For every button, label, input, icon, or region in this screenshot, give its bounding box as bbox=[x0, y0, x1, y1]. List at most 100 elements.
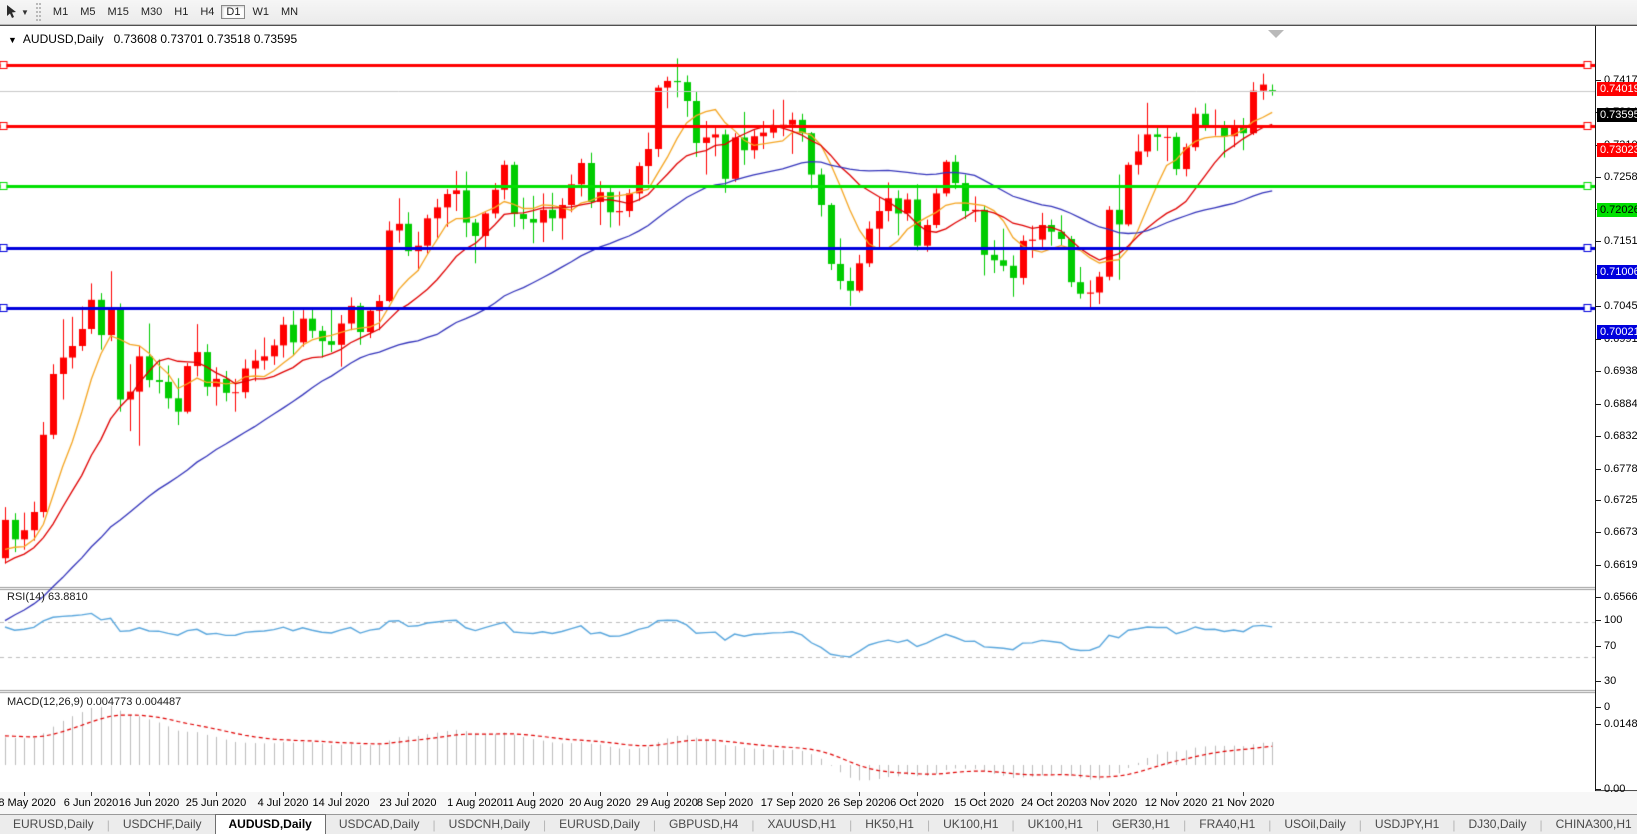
date-tick bbox=[1109, 792, 1110, 796]
price-badge-0.70021: 0.70021 bbox=[1597, 325, 1637, 339]
chart-tab-usoil-daily[interactable]: USOil,Daily bbox=[1284, 817, 1346, 831]
date-tick bbox=[24, 792, 25, 796]
price-tick-0.67255-tick bbox=[1596, 500, 1601, 501]
toolbar-grip bbox=[35, 3, 41, 21]
rsi-tick-0-label: 0 bbox=[1604, 701, 1611, 713]
price-badge-0.73023: 0.73023 bbox=[1597, 143, 1637, 157]
chart-tab-usdcnh-daily[interactable]: USDCNH,Daily bbox=[448, 817, 531, 831]
chart-tab-usdchf-daily[interactable]: USDCHF,Daily bbox=[122, 817, 202, 831]
date-label: 6 Oct 2020 bbox=[890, 797, 944, 809]
rsi-tick-70-label: 70 bbox=[1604, 640, 1617, 652]
chart-tab-xauusd-h1[interactable]: XAUUSD,H1 bbox=[767, 817, 837, 831]
macd-tick-0.014861-label: 0.014861 bbox=[1604, 718, 1637, 730]
chart-tab-dj30-daily[interactable]: DJ30,Daily bbox=[1468, 817, 1527, 831]
price-tick-0.65665-label: 0.65665 bbox=[1604, 591, 1637, 603]
date-label: 1 Aug 2020 bbox=[447, 797, 503, 809]
date-label: 17 Sep 2020 bbox=[760, 797, 824, 809]
date-label: 21 Nov 2020 bbox=[1211, 797, 1275, 809]
date-tick bbox=[917, 792, 918, 796]
date-tick bbox=[725, 792, 726, 796]
date-tick bbox=[1051, 792, 1052, 796]
date-tick bbox=[149, 792, 150, 796]
price-tick-0.66730-tick bbox=[1596, 532, 1601, 533]
chart-tab-gbpusd-h4[interactable]: GBPUSD,H4 bbox=[668, 817, 739, 831]
chart-tab-hk50-h1[interactable]: HK50,H1 bbox=[865, 817, 914, 831]
price-tick-0.68845-tick bbox=[1596, 404, 1601, 405]
date-label: 29 Aug 2020 bbox=[636, 797, 698, 809]
macd-tick-0.014861-tick bbox=[1596, 724, 1601, 725]
date-tick bbox=[341, 792, 342, 796]
chart-tab-china300-h1[interactable]: CHINA300,H1 bbox=[1555, 817, 1632, 831]
main-chart-canvas[interactable] bbox=[0, 27, 1595, 792]
macd-tick-0.00-tick bbox=[1596, 789, 1601, 790]
price-axis-separator bbox=[1595, 26, 1596, 791]
timeframe-button-mn[interactable]: MN bbox=[280, 6, 299, 18]
chart-title-collapse-icon[interactable]: ▼ bbox=[8, 35, 17, 45]
date-tick bbox=[283, 792, 284, 796]
date-label: 6 Jun 2020 bbox=[63, 797, 119, 809]
cursor-tool-icon[interactable] bbox=[4, 4, 20, 20]
date-tick bbox=[1243, 792, 1244, 796]
chart-tab-uk100-h1[interactable]: UK100,H1 bbox=[943, 817, 999, 831]
rsi-tick-100-tick bbox=[1596, 620, 1601, 621]
tab-separator: | bbox=[849, 818, 853, 832]
tab-separator: | bbox=[1452, 818, 1456, 832]
price-tick-0.67780-tick bbox=[1596, 469, 1601, 470]
chart-shift-marker-icon[interactable] bbox=[1268, 30, 1284, 38]
date-tick bbox=[859, 792, 860, 796]
date-tick bbox=[533, 792, 534, 796]
date-label: 11 Aug 2020 bbox=[502, 797, 564, 809]
rsi-tick-100-label: 100 bbox=[1604, 614, 1623, 626]
date-tick bbox=[984, 792, 985, 796]
rsi-tick-30-label: 30 bbox=[1604, 675, 1617, 687]
tab-separator: | bbox=[1268, 818, 1272, 832]
tab-separator: | bbox=[926, 818, 931, 832]
chart-tab-eurusd-daily[interactable]: EURUSD,Daily bbox=[13, 817, 94, 831]
rsi-indicator-label: RSI(14) 63.8810 bbox=[7, 591, 88, 603]
price-tick-0.74170-tick bbox=[1596, 80, 1601, 81]
chart-symbol-period: AUDUSD,Daily bbox=[22, 32, 104, 46]
timeframe-button-w1[interactable]: W1 bbox=[252, 6, 269, 18]
chart-tab-usdcad-daily[interactable]: USDCAD,Daily bbox=[338, 817, 420, 831]
date-label: 16 Jun 2020 bbox=[118, 797, 180, 809]
date-tick bbox=[600, 792, 601, 796]
chart-tab-audusd-daily[interactable]: AUDUSD,Daily bbox=[214, 814, 326, 834]
date-tick bbox=[91, 792, 92, 796]
date-label: 4 Jul 2020 bbox=[257, 797, 309, 809]
chart-tab-ger30-h1[interactable]: GER30,H1 bbox=[1112, 817, 1171, 831]
tab-separator: | bbox=[1358, 818, 1362, 832]
chart-tab-uk100-h1[interactable]: UK100,H1 bbox=[1027, 817, 1083, 831]
chart-tab-eurusd-daily[interactable]: EURUSD,Daily bbox=[559, 817, 640, 831]
timeframe-button-h1[interactable]: H1 bbox=[174, 6, 189, 18]
price-tick-0.68320-tick bbox=[1596, 436, 1601, 437]
tab-separator: | bbox=[1183, 818, 1187, 832]
price-tick-0.69385-label: 0.69385 bbox=[1604, 365, 1637, 377]
rsi-tick-0-tick bbox=[1596, 707, 1601, 708]
price-badge-0.72026: 0.72026 bbox=[1597, 203, 1637, 217]
chart-title: ▼ AUDUSD,Daily 0.73608 0.73701 0.73518 0.7… bbox=[8, 32, 297, 46]
chart-tab-usdjpy-h1[interactable]: USDJPY,H1 bbox=[1374, 817, 1440, 831]
timeframe-button-d1[interactable]: D1 bbox=[221, 5, 246, 19]
tab-separator: | bbox=[751, 818, 755, 832]
timeframe-button-m1[interactable]: M1 bbox=[52, 6, 69, 18]
timeframe-button-m15[interactable]: M15 bbox=[107, 6, 129, 18]
price-tick-0.69385-tick bbox=[1596, 371, 1601, 372]
chart-window: ▼ AUDUSD,Daily 0.73608 0.73701 0.73518 0.7… bbox=[0, 25, 1637, 812]
cursor-tool-dropdown-icon[interactable]: ▼ bbox=[21, 7, 29, 17]
timeframe-button-m30[interactable]: M30 bbox=[140, 6, 163, 18]
tab-separator: | bbox=[432, 818, 436, 832]
timeframe-button-h4[interactable]: H4 bbox=[200, 6, 215, 18]
price-tick-0.71515-tick bbox=[1596, 241, 1601, 242]
date-label: 24 Oct 2020 bbox=[1021, 797, 1081, 809]
chart-tab-fra40-h1[interactable]: FRA40,H1 bbox=[1199, 817, 1256, 831]
price-tick-0.71515-label: 0.71515 bbox=[1604, 235, 1637, 247]
timeframe-button-m5[interactable]: M5 bbox=[80, 6, 96, 18]
tab-separator: | bbox=[1539, 818, 1543, 832]
price-tick-0.70450-tick bbox=[1596, 306, 1601, 307]
macd-indicator-label: MACD(12,26,9) 0.004773 0.004487 bbox=[7, 696, 182, 708]
